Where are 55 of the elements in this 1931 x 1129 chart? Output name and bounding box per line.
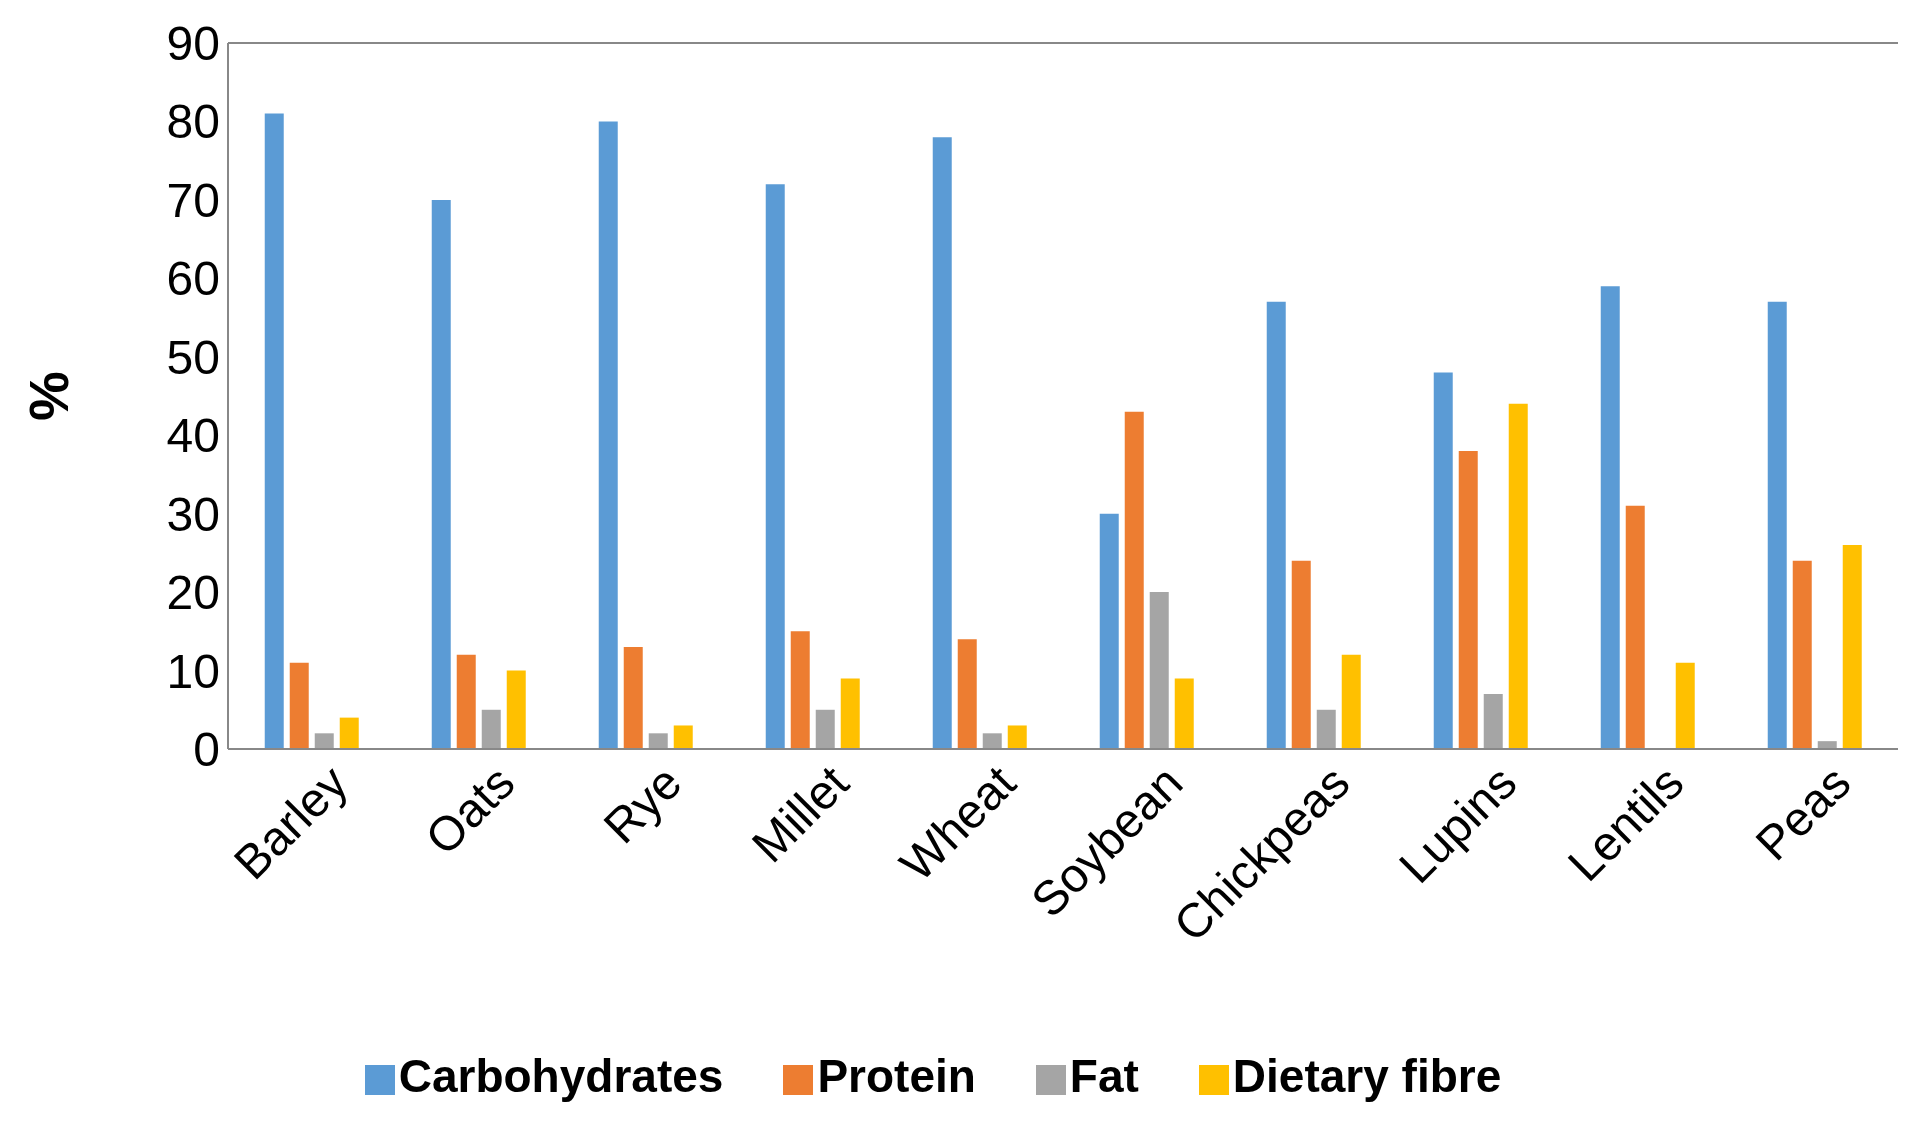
bar [932,137,952,749]
bar [1099,513,1119,749]
bar [1767,301,1787,749]
bar [1483,694,1503,749]
bar [264,113,284,749]
bar [765,184,785,749]
bar [623,647,643,749]
bar [1316,709,1336,749]
bar [314,733,334,749]
bar [815,709,835,749]
y-tick-label: 0 [193,723,220,777]
bar [1007,725,1027,749]
bar [1458,450,1478,749]
bar [1433,372,1453,749]
bar [790,631,810,749]
bar [1675,662,1695,749]
y-axis-title: % [16,371,80,421]
legend-label: Carbohydrates [398,1050,724,1102]
y-tick-label: 10 [166,644,220,698]
y-tick-label: 70 [166,173,220,227]
y-tick-label: 20 [166,566,220,620]
legend-label: Dietary fibre [1232,1050,1502,1102]
legend-label: Protein [817,1050,976,1102]
bar [1792,560,1812,749]
bar [598,121,618,749]
y-tick-label: 50 [166,330,220,384]
bar [1174,678,1194,749]
bar [1291,560,1311,749]
bar [506,670,526,749]
bar [648,733,668,749]
y-tick-label: 40 [166,409,220,463]
bar [1341,654,1361,749]
bar [1842,545,1862,749]
y-tick-label: 60 [166,252,220,306]
bar [289,662,309,749]
bar [982,733,1002,749]
bar [1149,592,1169,749]
bar [1625,505,1645,749]
bar [840,678,860,749]
bar [481,709,501,749]
x-tick-label: Rye [593,755,692,854]
bar [456,654,476,749]
bar [1266,301,1286,749]
bar [1124,411,1144,749]
bar [339,717,359,749]
bar [1508,403,1528,749]
bar [1600,286,1620,749]
y-tick-label: 30 [166,487,220,541]
bar [431,199,451,749]
legend-label: Fat [1069,1050,1139,1102]
y-tick-label: 90 [166,17,220,71]
x-tick-label: Oats [415,755,525,865]
bar [673,725,693,749]
bar [957,639,977,749]
y-tick-label: 80 [166,95,220,149]
